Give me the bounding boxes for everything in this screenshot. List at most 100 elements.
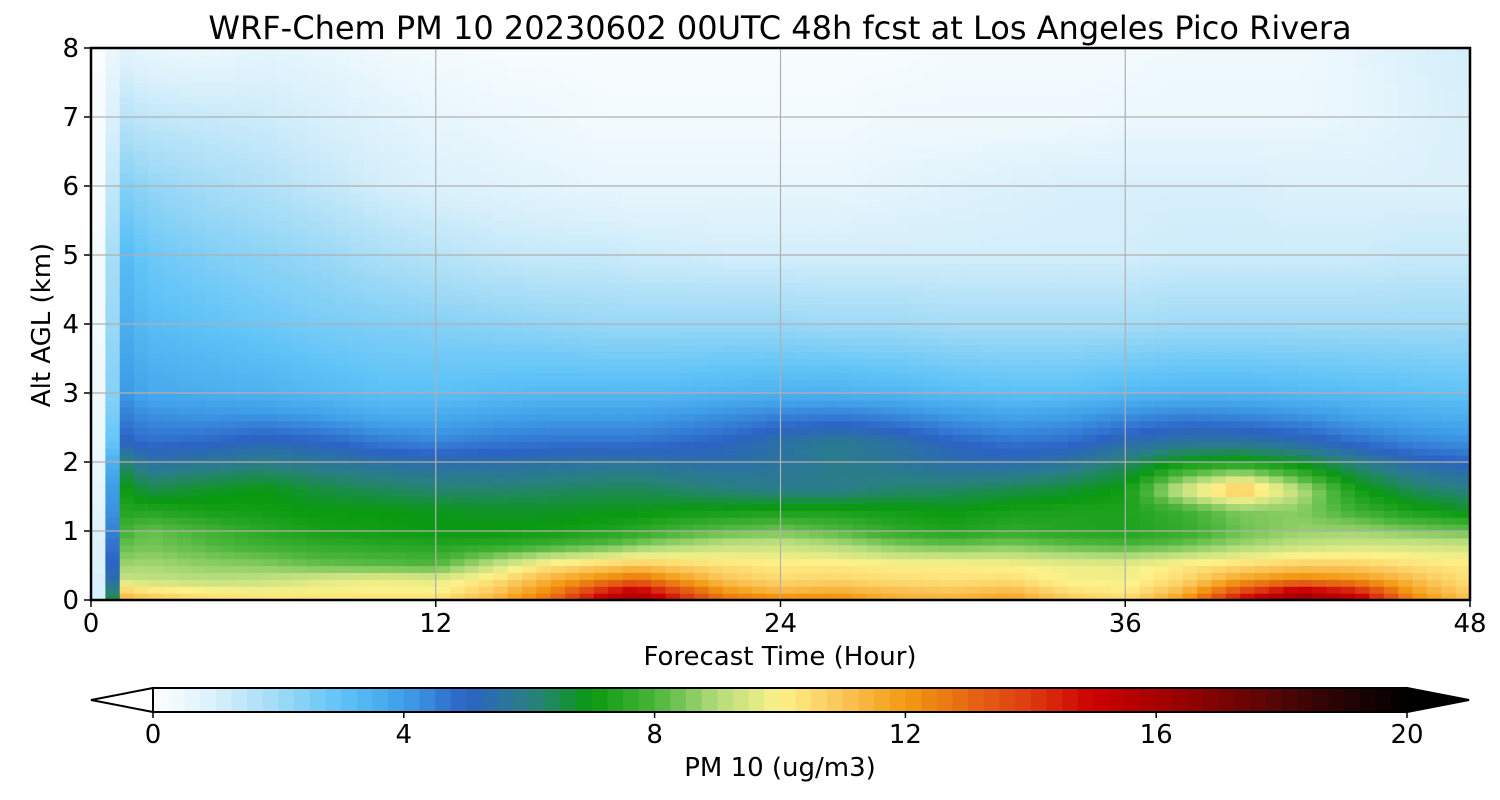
- heatmap-cell: [837, 524, 853, 532]
- heatmap-cell: [1283, 455, 1299, 463]
- heatmap-cell: [1039, 434, 1055, 442]
- heatmap-cell: [766, 468, 782, 477]
- heatmap-cell: [306, 482, 322, 491]
- heatmap-cell: [694, 572, 710, 580]
- heatmap-cell: [1455, 324, 1471, 332]
- heatmap-cell: [995, 462, 1011, 470]
- heatmap-cell: [967, 475, 983, 484]
- heatmap-cell: [852, 441, 868, 449]
- heatmap-cell: [593, 503, 609, 511]
- heatmap-cell: [220, 572, 236, 580]
- heatmap-cell: [694, 579, 710, 587]
- heatmap-cell: [292, 524, 308, 532]
- heatmap-cell: [1039, 393, 1055, 401]
- heatmap-cell: [1024, 427, 1040, 435]
- heatmap-cell: [679, 572, 695, 580]
- heatmap-cell: [134, 468, 150, 477]
- heatmap-cell: [665, 324, 681, 332]
- heatmap-cell: [780, 268, 796, 277]
- heatmap-cell: [191, 303, 207, 311]
- heatmap-cell: [1369, 572, 1385, 580]
- heatmap-cell: [450, 330, 466, 339]
- heatmap-cell: [550, 427, 566, 435]
- heatmap-cell: [1110, 351, 1126, 360]
- heatmap-cell: [1182, 420, 1198, 429]
- heatmap-cell: [1412, 282, 1428, 291]
- heatmap-cell: [234, 365, 250, 373]
- heatmap-cell: [895, 386, 911, 394]
- heatmap-cell: [1355, 420, 1371, 429]
- heatmap-cell: [1412, 489, 1428, 498]
- heatmap-cell: [1383, 565, 1399, 573]
- heatmap-cell: [924, 351, 940, 360]
- heatmap-cell: [608, 524, 624, 532]
- heatmap-cell: [1153, 241, 1169, 249]
- heatmap-cell: [852, 531, 868, 539]
- heatmap-cell: [91, 317, 106, 325]
- heatmap-cell: [1283, 372, 1299, 380]
- heatmap-cell: [234, 289, 250, 297]
- heatmap-cell: [320, 434, 336, 442]
- heatmap-cell: [378, 565, 394, 573]
- heatmap-cell: [220, 386, 236, 394]
- heatmap-cell: [263, 337, 279, 346]
- heatmap-cell: [277, 434, 293, 442]
- heatmap-cell: [1067, 379, 1083, 387]
- heatmap-cell: [1398, 241, 1414, 249]
- heatmap-cell: [1240, 503, 1256, 511]
- heatmap-cell: [723, 537, 738, 546]
- heatmap-cell: [1082, 317, 1098, 325]
- heatmap-cell: [177, 544, 193, 553]
- heatmap-cell: [723, 261, 738, 270]
- heatmap-cell: [852, 351, 868, 360]
- heatmap-cell: [895, 372, 911, 380]
- heatmap-cell: [1024, 496, 1040, 504]
- heatmap-cell: [1153, 275, 1169, 284]
- heatmap-cell: [1297, 462, 1313, 470]
- heatmap-cell: [636, 275, 652, 284]
- heatmap-cell: [651, 462, 667, 470]
- heatmap-cell: [593, 303, 609, 311]
- heatmap-cell: [694, 268, 710, 277]
- heatmap-cell: [565, 572, 580, 580]
- heatmap-cell: [866, 531, 882, 539]
- heatmap-cell: [1125, 386, 1141, 394]
- heatmap-cell: [450, 317, 466, 325]
- heatmap-cell: [191, 261, 207, 270]
- heatmap-cell: [507, 496, 523, 504]
- heatmap-cell: [967, 406, 983, 415]
- heatmap-cell: [119, 551, 135, 560]
- heatmap-cell: [909, 524, 925, 532]
- heatmap-cell: [407, 427, 422, 435]
- heatmap-cell: [507, 413, 523, 422]
- heatmap-cell: [1369, 324, 1385, 332]
- heatmap-cell: [924, 544, 940, 553]
- heatmap-cell: [751, 537, 767, 546]
- heatmap-cell: [924, 399, 940, 408]
- heatmap-cell: [421, 468, 437, 477]
- heatmap-cell: [177, 510, 193, 518]
- heatmap-cell: [435, 330, 451, 339]
- heatmap-cell: [694, 455, 710, 463]
- heatmap-cell: [579, 572, 595, 580]
- heatmap-cell: [1398, 434, 1414, 442]
- heatmap-cell: [622, 558, 638, 567]
- heatmap-cell: [550, 241, 566, 249]
- heatmap-cell: [507, 344, 523, 353]
- heatmap-cell: [1197, 296, 1213, 304]
- heatmap-cell: [1311, 351, 1327, 360]
- heatmap-cell: [1254, 303, 1270, 311]
- heatmap-cell: [493, 324, 509, 332]
- heatmap-cell: [823, 434, 839, 442]
- heatmap-cell: [234, 489, 250, 498]
- heatmap-cell: [1067, 572, 1083, 580]
- heatmap-cell: [1082, 393, 1098, 401]
- heatmap-cell: [1398, 351, 1414, 360]
- heatmap-cell: [967, 330, 983, 339]
- heatmap-cell: [751, 455, 767, 463]
- heatmap-cell: [881, 413, 897, 422]
- heatmap-cell: [995, 468, 1011, 477]
- heatmap-cell: [866, 551, 882, 560]
- heatmap-cell: [852, 275, 868, 284]
- heatmap-cell: [105, 234, 121, 242]
